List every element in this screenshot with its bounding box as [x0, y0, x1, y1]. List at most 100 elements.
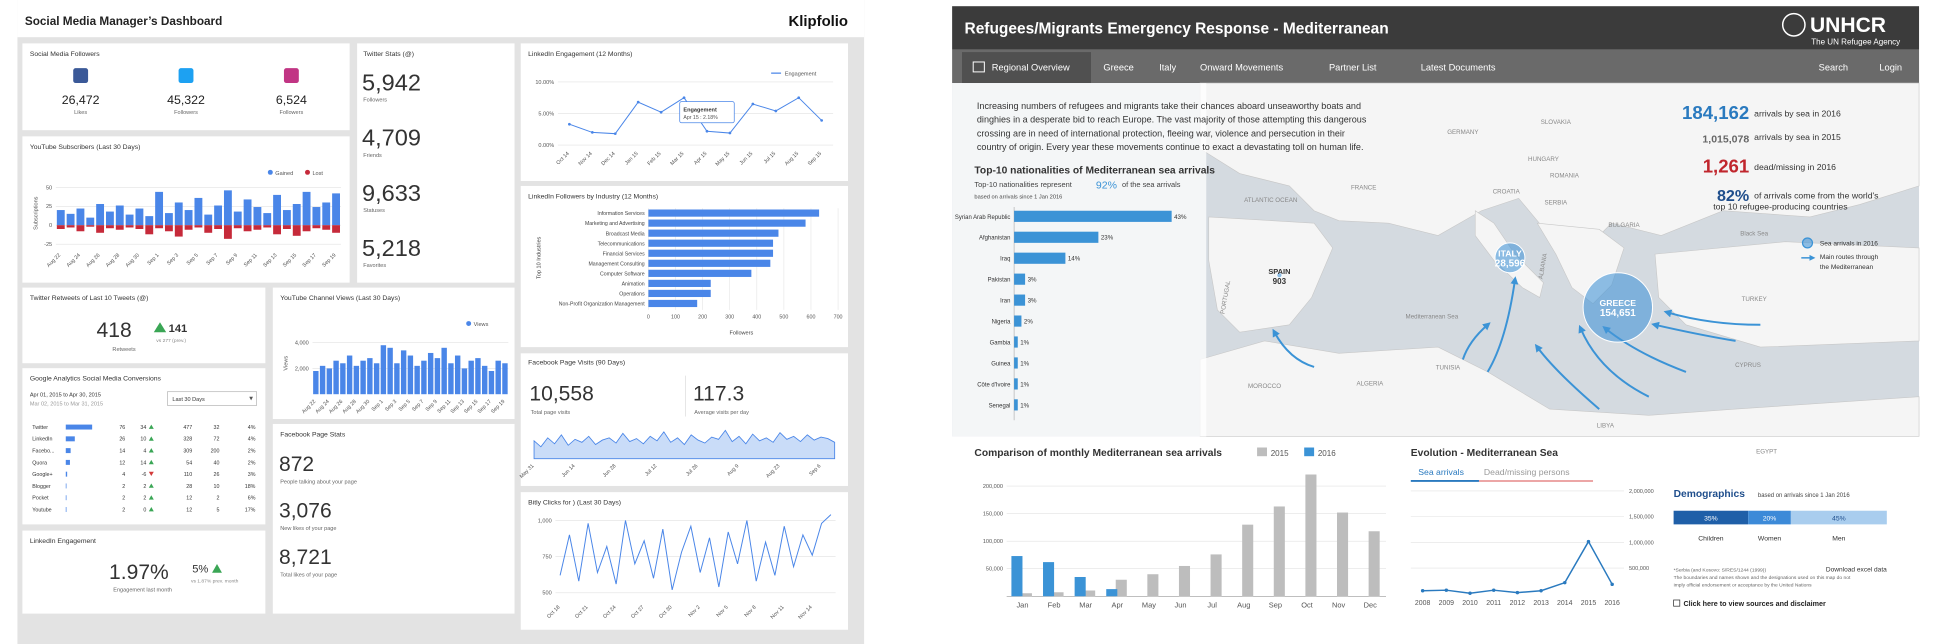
x-tick-label: Sep — [1269, 600, 1282, 609]
trend-up — [212, 564, 222, 573]
x-tick-label: 2011 — [1486, 600, 1501, 607]
stat-label: of arrivals come from the world's — [1754, 190, 1879, 200]
nav-item[interactable]: Regional Overview — [992, 63, 1070, 73]
bar — [1242, 524, 1254, 597]
trend-icon — [148, 448, 154, 453]
panel-title: YouTube Subscribers (Last 30 Days) — [30, 144, 141, 151]
point — [1444, 588, 1449, 592]
bar — [214, 205, 223, 226]
y-tick-label: -25 — [44, 242, 52, 248]
brand-sub: The UN Refugee Agency — [1811, 38, 1900, 47]
map-label: LIBYA — [1597, 423, 1615, 430]
tab[interactable]: Dead/missing persons — [1484, 467, 1570, 477]
nav-item[interactable]: Login — [1879, 63, 1902, 73]
label: Facebo... — [32, 448, 54, 454]
bubble-value: 903 — [1273, 277, 1287, 286]
label: Apr 15 : 2.18% — [683, 115, 718, 121]
legend-label: Sea arrivals in 2016 — [1820, 240, 1878, 247]
bar — [96, 203, 105, 226]
bar — [86, 217, 95, 226]
y-tick-label: 1,000,000 — [1629, 540, 1654, 546]
label: Followers — [279, 110, 303, 116]
legend-swatch — [267, 169, 273, 175]
x-tick-label: Jul — [1207, 600, 1217, 609]
bar — [194, 197, 203, 226]
bar — [648, 259, 771, 267]
dropdown-label[interactable]: Last 30 Days — [172, 397, 205, 403]
y-tick-label: 2,000 — [295, 366, 309, 372]
category-label: Marketing and Advertising — [585, 221, 645, 227]
table-bar — [65, 436, 75, 442]
bubble-name: SPAIN — [1268, 267, 1290, 276]
bar — [495, 360, 501, 395]
x-tick-label: 2015 — [1581, 600, 1597, 607]
download-link[interactable]: Download excel data — [1826, 566, 1887, 573]
point — [820, 119, 824, 122]
chart-title: Evolution - Mediterranean Sea — [1411, 448, 1558, 459]
disclaimer-link[interactable]: Click here to view sources and disclaime… — [1684, 600, 1827, 608]
label: Total likes of your page — [280, 572, 337, 578]
label: Blogger — [32, 484, 51, 490]
x-tick-label: Oct — [1301, 600, 1313, 609]
point — [636, 100, 640, 104]
nav-item[interactable]: Italy — [1159, 63, 1176, 73]
bar — [407, 355, 414, 395]
trend-icon — [148, 436, 154, 441]
stat-value: 418 — [97, 319, 132, 342]
trend-icon — [148, 483, 154, 488]
bar — [56, 225, 65, 229]
panel-title: Facebook Page Stats — [280, 431, 346, 438]
segment-name: Women — [1758, 535, 1782, 542]
bar — [263, 213, 272, 226]
label: based on arrivals since 1 Jan 2016 — [974, 194, 1062, 200]
header — [17, 0, 865, 38]
segment — [1748, 510, 1791, 525]
label: 92% — [1096, 179, 1117, 191]
label: Engagement — [683, 108, 717, 114]
map-label: TUNISIA — [1436, 364, 1461, 371]
label: 5% — [192, 564, 208, 576]
nav-item[interactable]: Greece — [1103, 63, 1133, 73]
map-label: ROMANIA — [1550, 172, 1580, 179]
panel-title: LinkedIn Engagement (12 Months) — [528, 51, 632, 58]
bar — [164, 213, 173, 226]
bar — [648, 289, 711, 298]
nav-item[interactable]: Search — [1819, 63, 1848, 73]
bar — [233, 225, 242, 229]
nav-item[interactable]: Latest Documents — [1421, 63, 1496, 73]
point — [1563, 580, 1567, 585]
bar — [243, 225, 252, 232]
tab[interactable]: Sea arrivals — [1418, 467, 1464, 477]
panel — [272, 287, 515, 420]
category-label: Information Services — [597, 211, 645, 217]
label: Youtube — [32, 507, 51, 513]
stat-value: 1.97% — [109, 561, 169, 584]
bubble-value: 28,596 — [1495, 259, 1526, 270]
link-icon — [1673, 599, 1681, 607]
label: Favorites — [363, 263, 386, 269]
chart-title: Top-10 nationalities of Mediterranean se… — [974, 166, 1215, 177]
point — [1468, 591, 1472, 596]
bar — [481, 365, 488, 395]
table-bar — [65, 448, 71, 454]
stat-value: 117.3 — [693, 382, 744, 405]
label: 2% — [248, 460, 256, 466]
label: Top 10 Industries — [537, 236, 543, 279]
map-left-bg — [952, 83, 1207, 437]
bar — [1014, 357, 1018, 369]
nav-item[interactable]: Onward Movements — [1200, 63, 1283, 73]
bar — [333, 360, 339, 395]
label: Quora — [32, 460, 47, 466]
bar — [319, 365, 326, 395]
point — [568, 122, 571, 126]
bar — [373, 363, 380, 395]
bar — [115, 225, 124, 230]
bar — [1014, 315, 1022, 327]
label: 10 — [140, 437, 146, 443]
category-label: Pakistan — [988, 278, 1011, 284]
bar — [1043, 562, 1055, 597]
y-tick-label: 50,000 — [986, 567, 1003, 573]
nav-item[interactable]: Partner List — [1329, 63, 1377, 73]
bubble-name: GREECE — [1600, 298, 1637, 308]
